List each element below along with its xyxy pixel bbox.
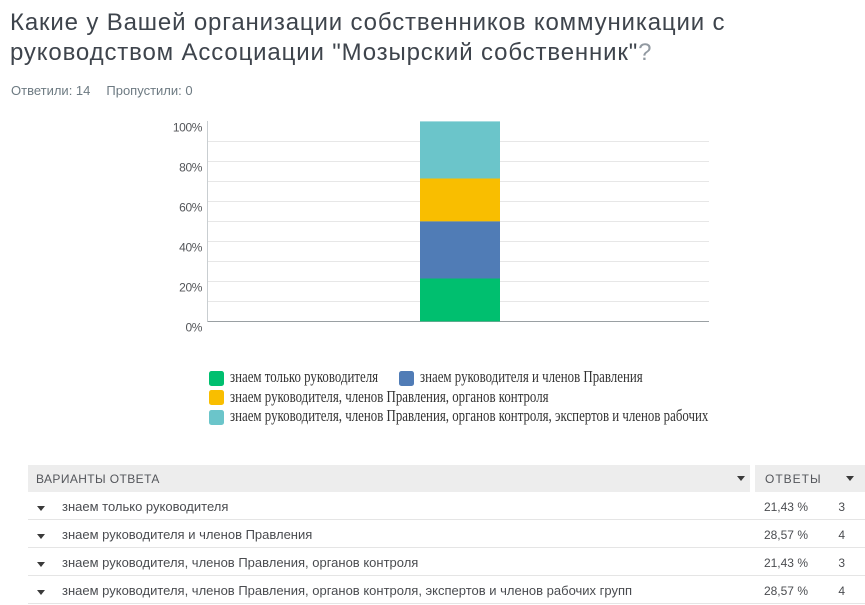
svg-text:0%: 0%	[185, 321, 202, 335]
svg-text:20%: 20%	[179, 281, 203, 295]
svg-text:40%: 40%	[179, 241, 203, 255]
svg-text:80%: 80%	[179, 161, 203, 175]
svg-text:100%: 100%	[173, 121, 203, 135]
svg-text:60%: 60%	[179, 201, 203, 215]
